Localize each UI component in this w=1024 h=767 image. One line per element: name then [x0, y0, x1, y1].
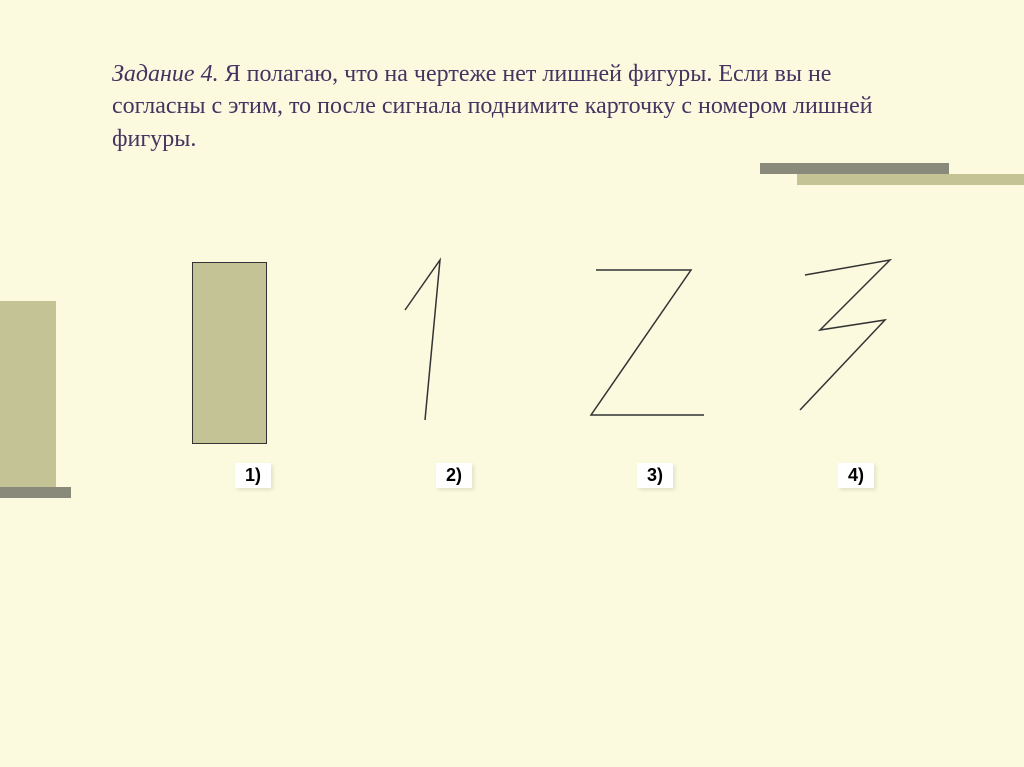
decor-bar-top-gray	[760, 163, 949, 174]
figure-3-path	[591, 270, 704, 415]
task-title: Задание 4. Я полагаю, что на чертеже нет…	[112, 58, 912, 155]
figure-4-polyline	[790, 250, 910, 420]
figure-4-path	[800, 260, 890, 410]
figure-1-rectangle	[192, 262, 267, 444]
label-1: 1)	[235, 463, 271, 488]
task-text: Я полагаю, что на чертеже нет лишней фиг…	[112, 61, 873, 152]
figure-2-path	[405, 260, 440, 420]
figure-3-polyline	[576, 260, 716, 430]
task-label: Задание 4.	[112, 61, 219, 87]
decor-bar-top-olive	[797, 174, 1024, 185]
label-2: 2)	[436, 463, 472, 488]
label-4: 4)	[838, 463, 874, 488]
figure-2-polyline	[380, 250, 480, 430]
label-3: 3)	[637, 463, 673, 488]
